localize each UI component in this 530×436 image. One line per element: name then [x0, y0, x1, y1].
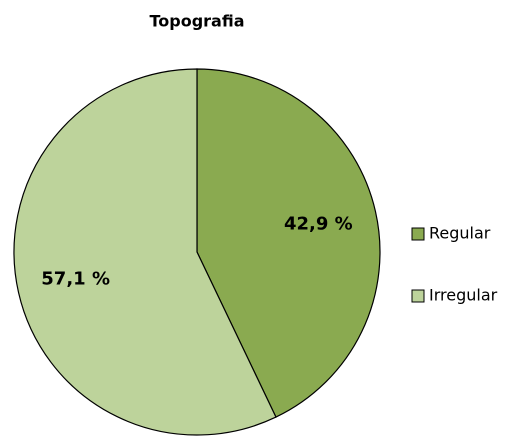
pie-slice: [13, 68, 277, 436]
chart-title: Topografia: [149, 12, 244, 31]
legend-swatch: [411, 289, 425, 303]
pie-slice: [196, 68, 381, 418]
legend-swatch: [411, 227, 425, 241]
legend-label: Irregular: [429, 286, 498, 305]
data-label: 57,1 %: [41, 269, 110, 290]
data-label: 42,9 %: [284, 213, 353, 234]
legend-label: Regular: [429, 224, 491, 243]
